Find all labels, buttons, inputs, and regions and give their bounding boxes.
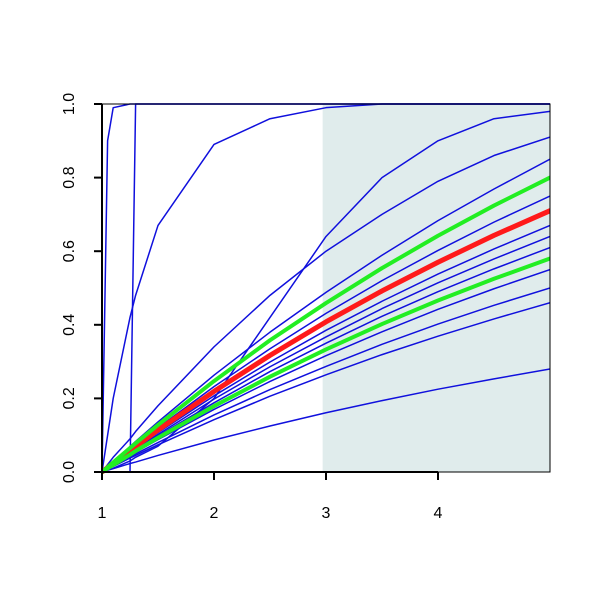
y-tick-label: 0.4 — [61, 314, 78, 336]
x-tick-label: 2 — [210, 505, 219, 522]
y-tick-label: 0.8 — [61, 166, 78, 188]
series-line — [102, 368, 550, 473]
shaded-region — [322, 104, 550, 472]
y-tick-label: 1.0 — [61, 93, 78, 115]
x-tick-label: 1 — [98, 505, 107, 522]
y-tick-label: 0.6 — [61, 240, 78, 262]
y-tick-label: 0.2 — [61, 387, 78, 409]
x-tick-label: 4 — [434, 505, 443, 522]
y-tick-label: 0.0 — [61, 461, 78, 483]
series-line — [102, 136, 550, 473]
x-tick-label: 3 — [322, 505, 331, 522]
series-line — [102, 175, 550, 474]
